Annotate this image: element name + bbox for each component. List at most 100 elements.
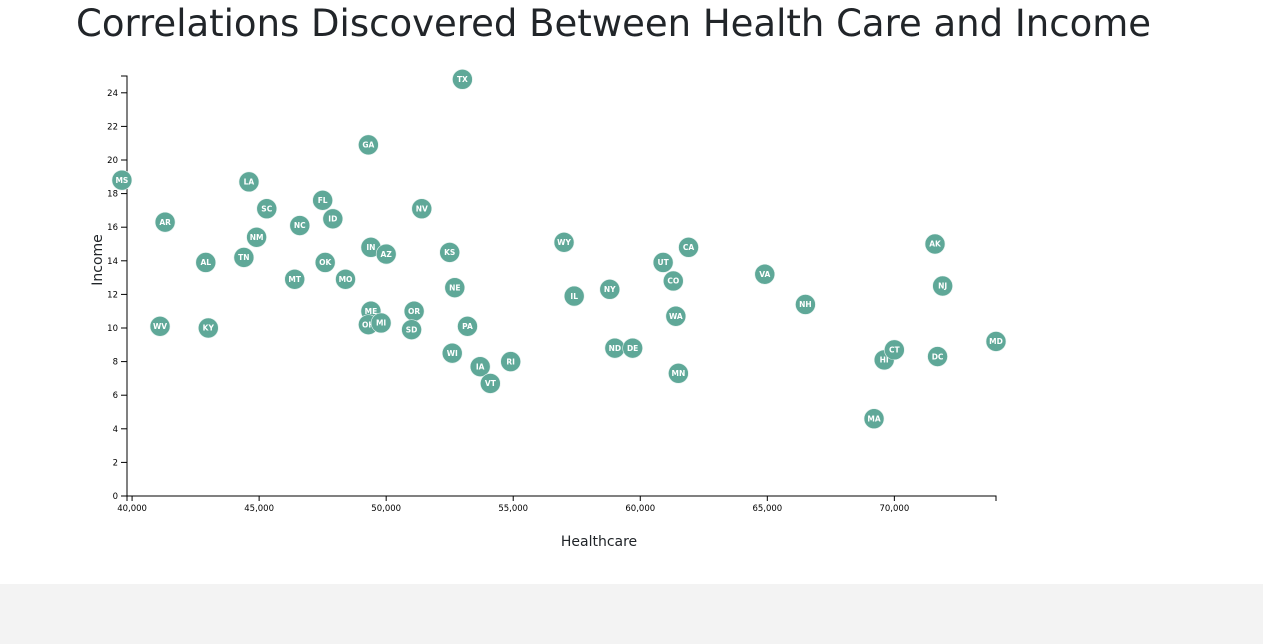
point-marker[interactable]: [665, 305, 687, 327]
point-label: NM: [250, 233, 264, 242]
point-label: CA: [683, 243, 695, 252]
data-point[interactable]: CO: [663, 270, 684, 292]
point-marker[interactable]: [924, 233, 946, 255]
point-marker[interactable]: [480, 373, 501, 394]
data-point[interactable]: VT: [480, 373, 501, 394]
data-point[interactable]: SC: [256, 198, 278, 220]
data-point[interactable]: IL: [563, 285, 585, 307]
point-marker[interactable]: [111, 169, 133, 191]
data-point[interactable]: RI: [500, 351, 521, 372]
point-marker[interactable]: [233, 247, 255, 268]
data-point[interactable]: KY: [198, 317, 219, 339]
point-marker[interactable]: [314, 252, 336, 273]
point-marker[interactable]: [452, 69, 473, 90]
data-point[interactable]: AK: [924, 233, 946, 255]
data-point[interactable]: MA: [863, 408, 885, 430]
point-marker[interactable]: [195, 252, 217, 273]
point-marker[interactable]: [563, 285, 585, 307]
data-point[interactable]: TX: [452, 69, 473, 90]
data-point[interactable]: TN: [233, 247, 255, 268]
data-point[interactable]: NE: [444, 277, 466, 298]
point-marker[interactable]: [500, 351, 521, 372]
point-marker[interactable]: [198, 317, 219, 339]
point-marker[interactable]: [401, 319, 422, 340]
point-marker[interactable]: [284, 268, 306, 290]
data-point[interactable]: PA: [457, 316, 478, 337]
point-marker[interactable]: [663, 270, 684, 292]
point-marker[interactable]: [985, 331, 1007, 352]
data-point[interactable]: MT: [284, 268, 306, 290]
data-point[interactable]: OR: [403, 300, 425, 322]
data-point[interactable]: WY: [553, 232, 575, 253]
data-point[interactable]: SD: [401, 319, 422, 340]
data-point[interactable]: DE: [622, 337, 643, 359]
data-point[interactable]: NY: [599, 279, 621, 300]
point-marker[interactable]: [599, 279, 621, 300]
y-tick-label: 24: [107, 89, 118, 99]
point-marker[interactable]: [246, 226, 267, 248]
point-label: SD: [406, 325, 418, 334]
data-point[interactable]: WA: [665, 305, 687, 327]
point-marker[interactable]: [863, 408, 885, 430]
data-point[interactable]: NH: [795, 294, 816, 315]
data-point[interactable]: OK: [314, 252, 336, 273]
data-point[interactable]: AZ: [375, 243, 397, 265]
data-point[interactable]: MI: [370, 312, 392, 334]
data-point[interactable]: DC: [927, 346, 948, 367]
point-marker[interactable]: [652, 252, 674, 273]
x-tick-label: 55,000: [498, 504, 528, 514]
point-marker[interactable]: [469, 356, 491, 377]
point-marker[interactable]: [457, 316, 478, 337]
point-marker[interactable]: [358, 134, 379, 156]
point-marker[interactable]: [370, 312, 392, 334]
point-marker[interactable]: [154, 211, 176, 233]
point-label: MS: [115, 176, 128, 185]
data-point[interactable]: CA: [678, 237, 699, 258]
data-point[interactable]: GA: [358, 134, 379, 156]
data-point[interactable]: LA: [238, 171, 260, 193]
data-point[interactable]: VA: [754, 263, 776, 285]
point-marker[interactable]: [932, 275, 953, 297]
data-point[interactable]: MS: [111, 169, 133, 191]
data-point[interactable]: NV: [411, 198, 433, 220]
point-marker[interactable]: [553, 232, 575, 253]
point-marker[interactable]: [149, 316, 171, 337]
data-point[interactable]: NM: [246, 226, 267, 248]
data-point[interactable]: AL: [195, 252, 217, 273]
data-point[interactable]: AR: [154, 211, 176, 233]
data-point[interactable]: FL: [312, 190, 333, 211]
point-marker[interactable]: [444, 277, 466, 298]
point-marker[interactable]: [439, 242, 460, 263]
data-point[interactable]: WI: [441, 342, 463, 364]
point-marker[interactable]: [335, 268, 356, 290]
data-point[interactable]: ND: [604, 337, 626, 359]
data-point[interactable]: KS: [439, 242, 460, 263]
point-marker[interactable]: [289, 215, 311, 236]
point-marker[interactable]: [411, 198, 433, 220]
data-point[interactable]: MN: [668, 363, 689, 384]
data-point[interactable]: UT: [652, 252, 674, 273]
point-marker[interactable]: [678, 237, 699, 258]
data-point[interactable]: MD: [985, 331, 1007, 352]
point-marker[interactable]: [884, 339, 905, 361]
point-marker[interactable]: [312, 190, 333, 211]
data-point[interactable]: ID: [322, 208, 344, 230]
data-point[interactable]: NC: [289, 215, 311, 236]
point-marker[interactable]: [668, 363, 689, 384]
point-marker[interactable]: [622, 337, 643, 359]
data-point[interactable]: IA: [469, 356, 491, 377]
point-marker[interactable]: [256, 198, 278, 220]
point-marker[interactable]: [795, 294, 816, 315]
point-marker[interactable]: [754, 263, 776, 285]
point-marker[interactable]: [238, 171, 260, 193]
point-marker[interactable]: [375, 243, 397, 265]
point-marker[interactable]: [441, 342, 463, 364]
data-point[interactable]: MO: [335, 268, 356, 290]
data-points: MS AR WV KY AL TN LA NM SC NC MT FL ID OK MO GA IN AZ ME OH…: [111, 69, 1007, 430]
data-point[interactable]: WV: [149, 316, 171, 337]
point-marker[interactable]: [927, 346, 948, 367]
data-point[interactable]: CT: [884, 339, 905, 361]
data-point[interactable]: NJ: [932, 275, 953, 297]
point-marker[interactable]: [322, 208, 344, 230]
y-tick-label: 6: [113, 391, 118, 401]
